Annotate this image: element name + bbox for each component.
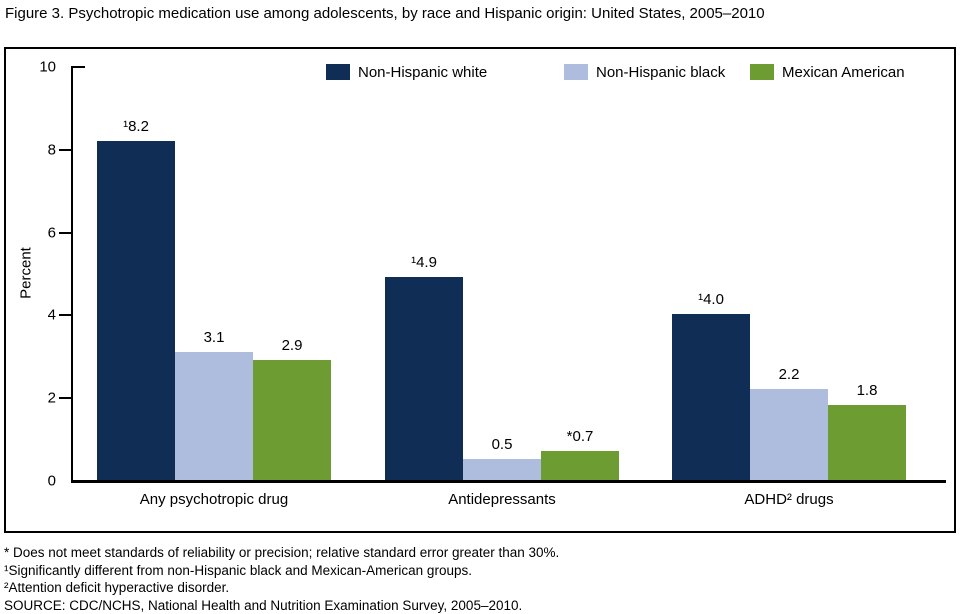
footnote-line-2: ²Attention deficit hyperactive disorder. bbox=[4, 580, 230, 595]
bar-non-hispanic-black-2 bbox=[750, 388, 828, 480]
y-tick-8 bbox=[59, 148, 71, 151]
category-label-2: ADHD² drugs bbox=[744, 491, 834, 508]
legend-label: Non-Hispanic black bbox=[596, 63, 726, 81]
y-tick-label-10: 10 bbox=[39, 58, 56, 76]
legend-item-0: Non-Hispanic white bbox=[326, 63, 487, 81]
footnote-line-1: ¹Significantly different from non-Hispan… bbox=[4, 562, 472, 578]
y-tick-4 bbox=[59, 314, 71, 317]
bar-value-label: *0.7 bbox=[566, 428, 594, 446]
footnote-line-3: SOURCE: CDC/NCHS, National Health and Nu… bbox=[4, 597, 523, 613]
legend-item-2: Mexican American bbox=[750, 63, 905, 81]
x-axis-line bbox=[71, 480, 946, 483]
bar-value-label: 3.1 bbox=[203, 328, 225, 346]
bar-value-label: ¹8.2 bbox=[123, 117, 149, 135]
bar-value-label: 2.9 bbox=[281, 336, 303, 354]
y-tick-label-0: 0 bbox=[47, 472, 56, 490]
y-tick-2 bbox=[59, 397, 71, 400]
bar-value-label: 0.5 bbox=[491, 436, 513, 454]
bar-value-label: 1.8 bbox=[856, 382, 878, 400]
bar-mexican-american-0 bbox=[253, 359, 331, 480]
y-tick-6 bbox=[59, 231, 71, 234]
y-tick-label-4: 4 bbox=[47, 306, 56, 324]
bar-value-label: 2.2 bbox=[778, 365, 800, 383]
bar-non-hispanic-black-1 bbox=[463, 459, 541, 480]
bar-mexican-american-2 bbox=[828, 405, 906, 480]
legend-swatch-icon bbox=[564, 64, 588, 80]
figure-title: Figure 3. Psychotropic medication use am… bbox=[5, 5, 765, 22]
chart-frame: Percent 0 2 4 6 8 10 ¹8.2 ¹4.9 ¹4.0 3.1 0.5 2.2 2.9 *… bbox=[4, 47, 956, 533]
y-axis-label: Percent bbox=[17, 247, 35, 299]
bar-value-label: ¹4.9 bbox=[411, 254, 437, 272]
legend-item-1: Non-Hispanic black bbox=[564, 63, 725, 81]
y-axis-line bbox=[71, 66, 73, 483]
bar-non-hispanic-white-2 bbox=[672, 314, 750, 480]
y-tick-label-8: 8 bbox=[47, 141, 56, 159]
y-tick-label-6: 6 bbox=[47, 224, 56, 242]
y-tick-10 bbox=[71, 66, 85, 68]
bar-value-label: ¹4.0 bbox=[698, 291, 724, 309]
legend-swatch-icon bbox=[326, 64, 350, 80]
bar-non-hispanic-white-0 bbox=[97, 140, 175, 480]
footnotes: * Does not meet standards of reliability… bbox=[4, 544, 559, 614]
legend-label: Non-Hispanic white bbox=[358, 63, 488, 81]
footnote-line-0: * Does not meet standards of reliability… bbox=[4, 545, 560, 560]
y-tick-label-2: 2 bbox=[47, 389, 56, 407]
legend-label: Mexican American bbox=[782, 63, 905, 81]
category-label-0: Any psychotropic drug bbox=[139, 491, 289, 508]
bar-mexican-american-1 bbox=[541, 451, 619, 480]
bar-non-hispanic-white-1 bbox=[385, 277, 463, 480]
legend-swatch-icon bbox=[750, 64, 774, 80]
category-label-1: Antidepressants bbox=[448, 491, 556, 508]
bar-non-hispanic-black-0 bbox=[175, 351, 253, 480]
